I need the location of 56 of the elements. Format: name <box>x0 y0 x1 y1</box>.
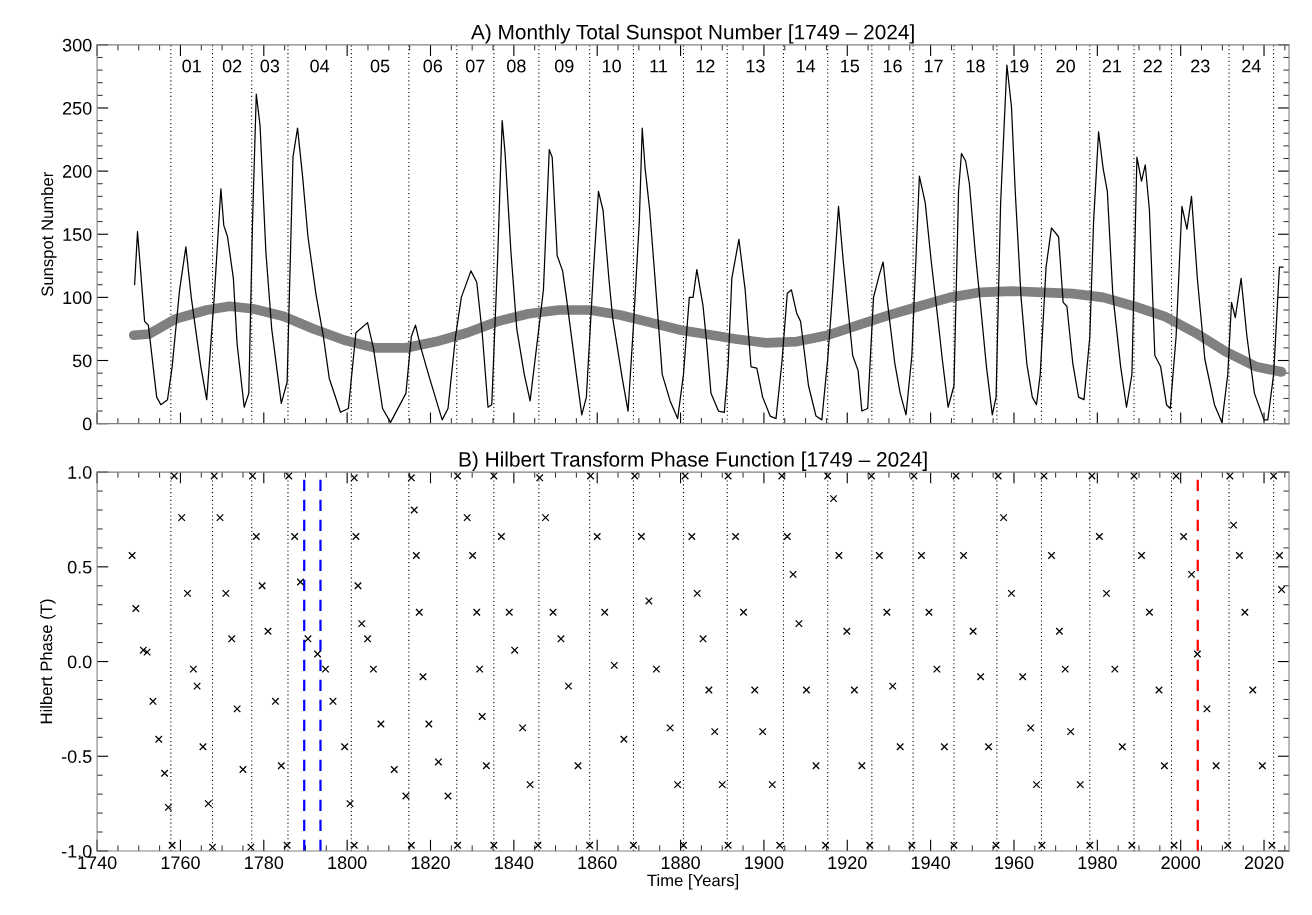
annotation: 22 <box>1143 59 1162 73</box>
x-tick-label: 1960 <box>995 856 1034 870</box>
x-tick-label: 1920 <box>828 856 867 870</box>
x-tick-label: 1740 <box>78 856 117 870</box>
annotation: 11 <box>650 59 667 73</box>
annotation: 06 <box>423 59 443 73</box>
annotation: 16 <box>883 59 902 73</box>
y-tick-label: -0.5 <box>61 750 92 763</box>
annotation: 09 <box>554 59 574 73</box>
x-tick-label: 1940 <box>911 856 950 870</box>
y-axis-title: Sunspot Number <box>41 171 57 297</box>
chart-title: A) Monthly Total Sunspot Number [1749 – 2024] <box>470 24 914 44</box>
annotation: 04 <box>310 59 330 73</box>
annotation: 17 <box>924 59 943 73</box>
annotation: 18 <box>966 59 985 73</box>
annotation: 13 <box>746 59 765 73</box>
y-tick-label: 0 <box>82 417 92 431</box>
x-axis-title: Time [Years] <box>647 874 739 890</box>
x-tick-label: 2020 <box>1244 856 1284 870</box>
annotation: 21 <box>1102 59 1122 73</box>
annotation: 02 <box>222 59 242 73</box>
annotation: 05 <box>370 59 390 73</box>
annotation: 19 <box>1010 59 1029 73</box>
annotation: 14 <box>796 59 816 73</box>
y-tick-label: 150 <box>63 228 92 241</box>
y-axis-title: Hilbert Phase (T) <box>40 599 56 724</box>
x-tick-label: 2000 <box>1161 856 1201 870</box>
annotation: 23 <box>1191 59 1210 73</box>
annotation: 01 <box>182 59 201 73</box>
annotation: 07 <box>465 59 485 73</box>
annotation: 20 <box>1056 59 1075 73</box>
x-tick-label: 1860 <box>578 856 617 870</box>
annotation: 10 <box>602 59 621 73</box>
x-tick-label: 1900 <box>745 856 784 870</box>
y-tick-label: -1.0 <box>61 844 92 858</box>
y-tick-label: 250 <box>63 101 92 115</box>
x-tick-label: 1820 <box>411 856 450 870</box>
x-tick-label: 1880 <box>661 856 700 870</box>
y-tick-label: 50 <box>72 354 92 368</box>
chart-title: B) Hilbert Transform Phase Function [1749 – 2024] <box>459 451 927 471</box>
x-tick-label: 1800 <box>328 856 367 870</box>
y-tick-label: 0.0 <box>67 655 92 669</box>
x-tick-label: 1840 <box>495 856 534 870</box>
y-tick-label: 100 <box>63 291 92 305</box>
annotation: 24 <box>1242 59 1261 73</box>
annotation: 15 <box>841 59 860 73</box>
annotation: 12 <box>696 59 715 73</box>
annotation: 03 <box>260 59 280 73</box>
x-tick-label: 1780 <box>245 856 284 870</box>
x-tick-label: 1980 <box>1078 856 1117 870</box>
y-tick-label: 300 <box>62 38 92 52</box>
y-tick-label: 200 <box>63 165 92 178</box>
y-tick-label: 0.5 <box>67 560 92 574</box>
y-tick-label: 1.0 <box>68 466 92 479</box>
annotation: 08 <box>507 59 526 73</box>
x-tick-label: 1760 <box>161 856 200 870</box>
